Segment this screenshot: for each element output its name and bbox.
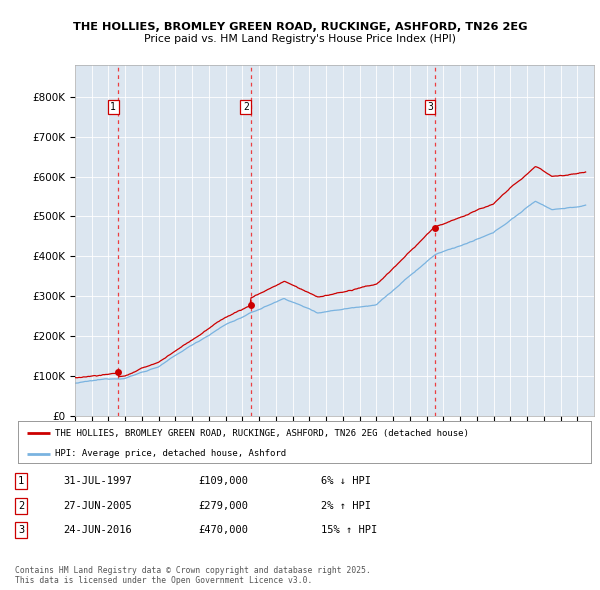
Text: 2: 2 — [18, 501, 24, 510]
Text: £279,000: £279,000 — [198, 501, 248, 510]
Text: 24-JUN-2016: 24-JUN-2016 — [63, 526, 132, 535]
Text: 15% ↑ HPI: 15% ↑ HPI — [321, 526, 377, 535]
Text: £470,000: £470,000 — [198, 526, 248, 535]
Text: 3: 3 — [427, 102, 433, 112]
Text: THE HOLLIES, BROMLEY GREEN ROAD, RUCKINGE, ASHFORD, TN26 2EG: THE HOLLIES, BROMLEY GREEN ROAD, RUCKING… — [73, 22, 527, 32]
Text: 6% ↓ HPI: 6% ↓ HPI — [321, 476, 371, 486]
Text: 1: 1 — [110, 102, 116, 112]
Text: Contains HM Land Registry data © Crown copyright and database right 2025.
This d: Contains HM Land Registry data © Crown c… — [15, 566, 371, 585]
Text: 3: 3 — [18, 526, 24, 535]
Text: THE HOLLIES, BROMLEY GREEN ROAD, RUCKINGE, ASHFORD, TN26 2EG (detached house): THE HOLLIES, BROMLEY GREEN ROAD, RUCKING… — [55, 429, 469, 438]
Text: 1: 1 — [18, 476, 24, 486]
Text: 2% ↑ HPI: 2% ↑ HPI — [321, 501, 371, 510]
Text: £109,000: £109,000 — [198, 476, 248, 486]
Text: 2: 2 — [243, 102, 249, 112]
Text: HPI: Average price, detached house, Ashford: HPI: Average price, detached house, Ashf… — [55, 450, 286, 458]
Text: 31-JUL-1997: 31-JUL-1997 — [63, 476, 132, 486]
Text: Price paid vs. HM Land Registry's House Price Index (HPI): Price paid vs. HM Land Registry's House … — [144, 34, 456, 44]
Text: 27-JUN-2005: 27-JUN-2005 — [63, 501, 132, 510]
